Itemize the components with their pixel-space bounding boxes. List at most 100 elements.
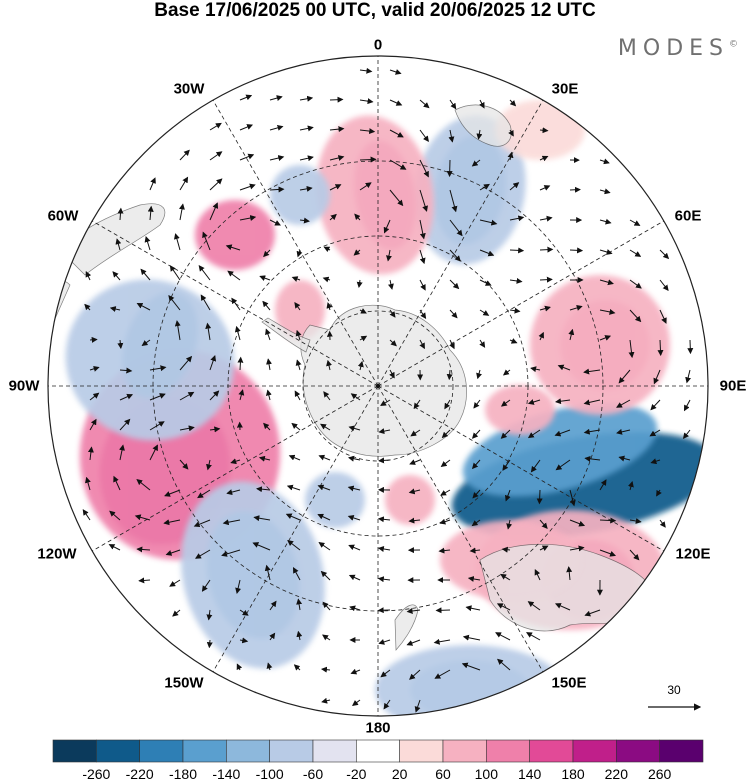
wind-arrow-311 [206,609,213,621]
wind-arrow-270 [506,519,513,530]
wind-arrow-31 [389,159,407,170]
wind-arrow-65 [419,219,426,240]
wind-arrow-27 [269,155,285,161]
meridian-line-11 [212,100,379,387]
wind-arrow-48 [419,189,428,212]
wind-arrow-43 [269,186,285,193]
latitude-circle-0 [302,310,454,462]
wind-arrow-104 [449,279,460,290]
wind-arrow-103 [419,279,426,291]
wind-arrow-251 [536,489,543,505]
wind-arrow-80 [323,246,331,253]
wind-arrow-25 [209,151,223,161]
lon-label-120w: 120W [37,545,77,563]
logo-mark: © [729,39,738,50]
wind-arrow-260 [193,519,211,528]
wind-arrow-225 [347,455,361,462]
wind-arrow-111 [659,279,669,292]
anomaly-blob-16 [485,385,555,435]
wind-arrow-312 [239,609,249,616]
wind-arrow-154 [119,367,133,374]
wind-arrow-271 [539,519,548,529]
wind-arrow-163 [389,369,395,379]
wind-arrow-243 [286,484,301,491]
colorbar-swatch-1 [96,739,140,763]
colorbar-label-9: 100 [474,766,499,782]
wind-arrow-211 [554,429,571,437]
wind-arrow-234 [618,455,631,462]
wind-arrow-110 [629,279,642,289]
wind-arrow-326 [239,637,249,644]
wind-arrow-298 [264,564,271,581]
wind-arrow-297 [235,579,242,594]
wind-arrow-253 [599,479,607,491]
wind-arrow-185 [413,399,421,410]
lon-label-30e: 30E [551,80,579,98]
wind-arrow-325 [206,639,213,649]
wind-arrow-299 [292,567,301,581]
lon-label-150w: 150W [164,674,204,692]
wind-arrow-114 [136,303,151,311]
wind-arrow-121 [359,308,367,314]
wind-arrow-5 [329,96,344,103]
colorbar-label-3: -140 [212,766,241,782]
wind-arrow-201 [263,422,271,431]
wind-arrow-333 [433,638,451,645]
meridian-line-7 [212,385,379,672]
wind-arrow-264 [317,513,331,521]
wind-arrow-143 [419,339,425,350]
colorbar-swatch-13 [616,739,660,763]
wind-arrow-44 [299,185,313,192]
colorbar-swatch-5 [269,739,314,763]
map-title: Base 17/06/2025 00 UTC, valid 20/06/2025… [154,0,596,21]
wind-arrow-192 [616,399,631,408]
wind-arrow-191 [583,399,601,406]
wind-arrow-28 [299,155,314,162]
wind-arrow-142 [389,339,397,347]
anomaly-blob-21 [270,165,330,225]
wind-arrow-320 [465,605,481,612]
wind-arrow-231 [530,459,541,473]
wind-arrow-241 [226,489,241,496]
wind-arrow-83 [419,249,426,265]
wind-arrow-124 [449,309,458,319]
wind-arrow-336 [526,632,541,641]
wind-arrow-210 [527,429,541,439]
wind-arrow-35 [507,151,514,161]
colorbar-label-2: -180 [168,766,198,782]
wind-arrow-155 [149,365,167,372]
wind-arrow-186 [444,399,451,410]
meridian-line-5 [377,385,544,672]
wind-arrow-315 [322,601,331,611]
colorbar-label-11: 180 [561,766,585,782]
wind-arrow-291 [569,545,585,552]
wind-arrow-7 [389,99,403,106]
colorbar-label-1: -220 [125,766,154,782]
wind-arrow-21 [476,129,483,140]
wind-arrow-16 [329,126,345,133]
wind-arrow-281 [252,542,271,551]
wind-arrow-105 [479,279,492,286]
wind-arrow-123 [419,309,427,319]
colorbar-label-4: -100 [255,766,284,782]
wind-arrow-329 [322,634,331,641]
wind-arrow-209 [500,429,511,439]
wind-arrow-9 [449,99,457,110]
wind-arrow-8 [419,99,430,109]
wind-arrow-183 [350,393,361,401]
wind-arrow-151 [657,339,664,357]
wind-arrow-321 [496,603,511,611]
wind-arrow-268 [439,518,451,525]
wind-arrow-198 [179,425,195,432]
wind-arrow-46 [359,182,372,191]
wind-arrow-216 [87,446,94,461]
colorbar-swatch-8 [399,739,444,763]
map-disc [48,56,708,716]
wind-arrow-75 [173,233,181,251]
wind-arrow-96 [198,265,211,281]
wind-arrow-203 [320,423,331,431]
colorbar-label-5: -60 [302,766,324,782]
wind-arrow-208 [471,429,481,439]
meridian-line-1 [377,100,544,387]
